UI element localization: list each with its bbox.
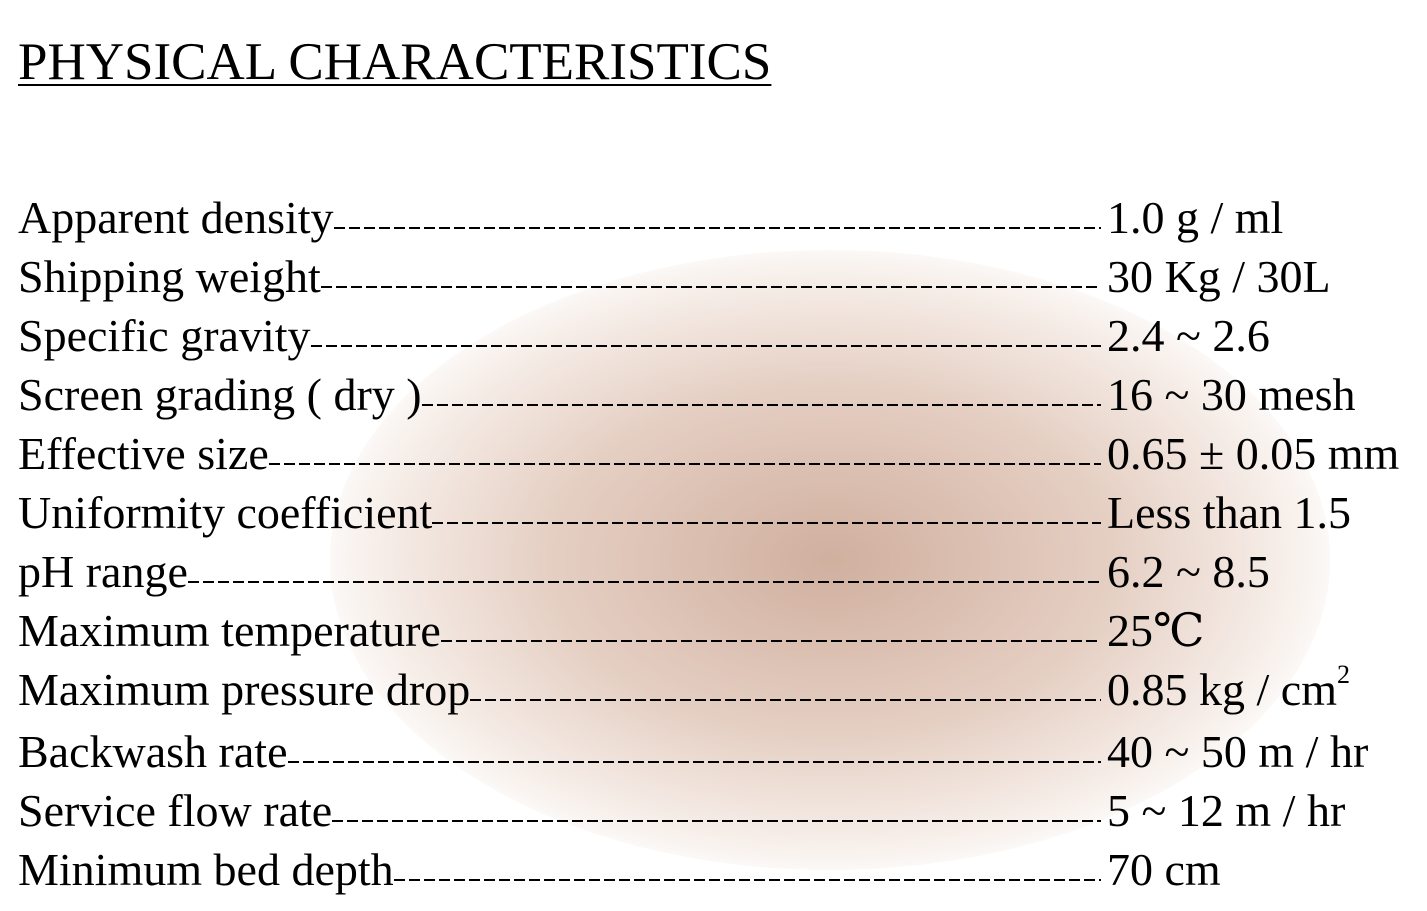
value-text: 0.85 kg / cm bbox=[1107, 664, 1337, 715]
row: Screen grading ( dry ) 16 ~ 30 mesh bbox=[18, 365, 1427, 424]
label: Effective size bbox=[18, 428, 269, 479]
value-text: 25℃ bbox=[1107, 605, 1205, 656]
value: 0.85 kg / cm2 bbox=[1107, 660, 1427, 719]
row: Backwash rate 40 ~ 50 m / hr bbox=[18, 722, 1427, 781]
leader-line bbox=[470, 660, 1101, 722]
label: Backwash rate bbox=[18, 726, 288, 777]
row: Uniformity coefficient Less than 1.5 bbox=[18, 483, 1427, 542]
label: Shipping weight bbox=[18, 251, 321, 302]
leader-line bbox=[187, 542, 1101, 601]
leader-line bbox=[333, 188, 1101, 247]
value-text: 5 ~ 12 m / hr bbox=[1107, 785, 1346, 836]
label: Uniformity coefficient bbox=[18, 487, 433, 538]
value: 30 Kg / 30L bbox=[1107, 247, 1427, 306]
label: Service flow rate bbox=[18, 785, 333, 836]
characteristics-list: Apparent density 1.0 g / ml Shipping weigh… bbox=[18, 188, 1427, 899]
row: Apparent density 1.0 g / ml bbox=[18, 188, 1427, 247]
value: 25℃ bbox=[1107, 601, 1427, 660]
value: 70 cm bbox=[1107, 840, 1427, 899]
value: 0.65 ± 0.05 mm bbox=[1107, 424, 1427, 483]
row: pH range 6.2 ~ 8.5 bbox=[18, 542, 1427, 601]
leader-line bbox=[320, 247, 1101, 306]
value: 1.0 g / ml bbox=[1107, 188, 1427, 247]
label: Specific gravity bbox=[18, 310, 311, 361]
row: Specific gravity 2.4 ~ 2.6 bbox=[18, 306, 1427, 365]
value: 6.2 ~ 8.5 bbox=[1107, 542, 1427, 601]
leader-line bbox=[432, 483, 1101, 542]
value-text: 70 cm bbox=[1107, 844, 1221, 895]
leader-line bbox=[332, 781, 1101, 840]
superscript: 2 bbox=[1336, 660, 1350, 689]
leader-line bbox=[287, 722, 1101, 781]
label: pH range bbox=[18, 546, 188, 597]
label: Maximum temperature bbox=[18, 605, 441, 656]
leader-line bbox=[440, 601, 1101, 660]
leader-line bbox=[421, 365, 1101, 424]
label: Screen grading ( dry ) bbox=[18, 369, 422, 420]
value-text: 16 ~ 30 mesh bbox=[1107, 369, 1356, 420]
leader-line bbox=[268, 424, 1101, 483]
label: Minimum bed depth bbox=[18, 844, 394, 895]
row: Shipping weight 30 Kg / 30L bbox=[18, 247, 1427, 306]
value: 16 ~ 30 mesh bbox=[1107, 365, 1427, 424]
value: 40 ~ 50 m / hr bbox=[1107, 722, 1427, 781]
row: Minimum bed depth 70 cm bbox=[18, 840, 1427, 899]
value: 5 ~ 12 m / hr bbox=[1107, 781, 1427, 840]
row: Service flow rate 5 ~ 12 m / hr bbox=[18, 781, 1427, 840]
value-text: 6.2 ~ 8.5 bbox=[1107, 546, 1270, 597]
label: Maximum pressure drop bbox=[18, 664, 471, 715]
value: Less than 1.5 bbox=[1107, 483, 1427, 542]
row: Maximum pressure drop 0.85 kg / cm2 bbox=[18, 660, 1427, 722]
value: 2.4 ~ 2.6 bbox=[1107, 306, 1427, 365]
leader-line bbox=[310, 306, 1101, 365]
value-text: Less than 1.5 bbox=[1107, 487, 1352, 538]
value-text: 0.65 ± 0.05 mm bbox=[1107, 428, 1400, 479]
row: Maximum temperature 25℃ bbox=[18, 601, 1427, 660]
title: PHYSICAL CHARACTERISTICS bbox=[18, 33, 772, 91]
value-text: 40 ~ 50 m / hr bbox=[1107, 726, 1369, 777]
row: Effective size 0.65 ± 0.05 mm bbox=[18, 424, 1427, 483]
value-text: 1.0 g / ml bbox=[1107, 192, 1284, 243]
leader-line bbox=[393, 840, 1101, 899]
label: Apparent density bbox=[18, 192, 334, 243]
value-text: 30 Kg / 30L bbox=[1107, 251, 1331, 302]
value-text: 2.4 ~ 2.6 bbox=[1107, 310, 1270, 361]
